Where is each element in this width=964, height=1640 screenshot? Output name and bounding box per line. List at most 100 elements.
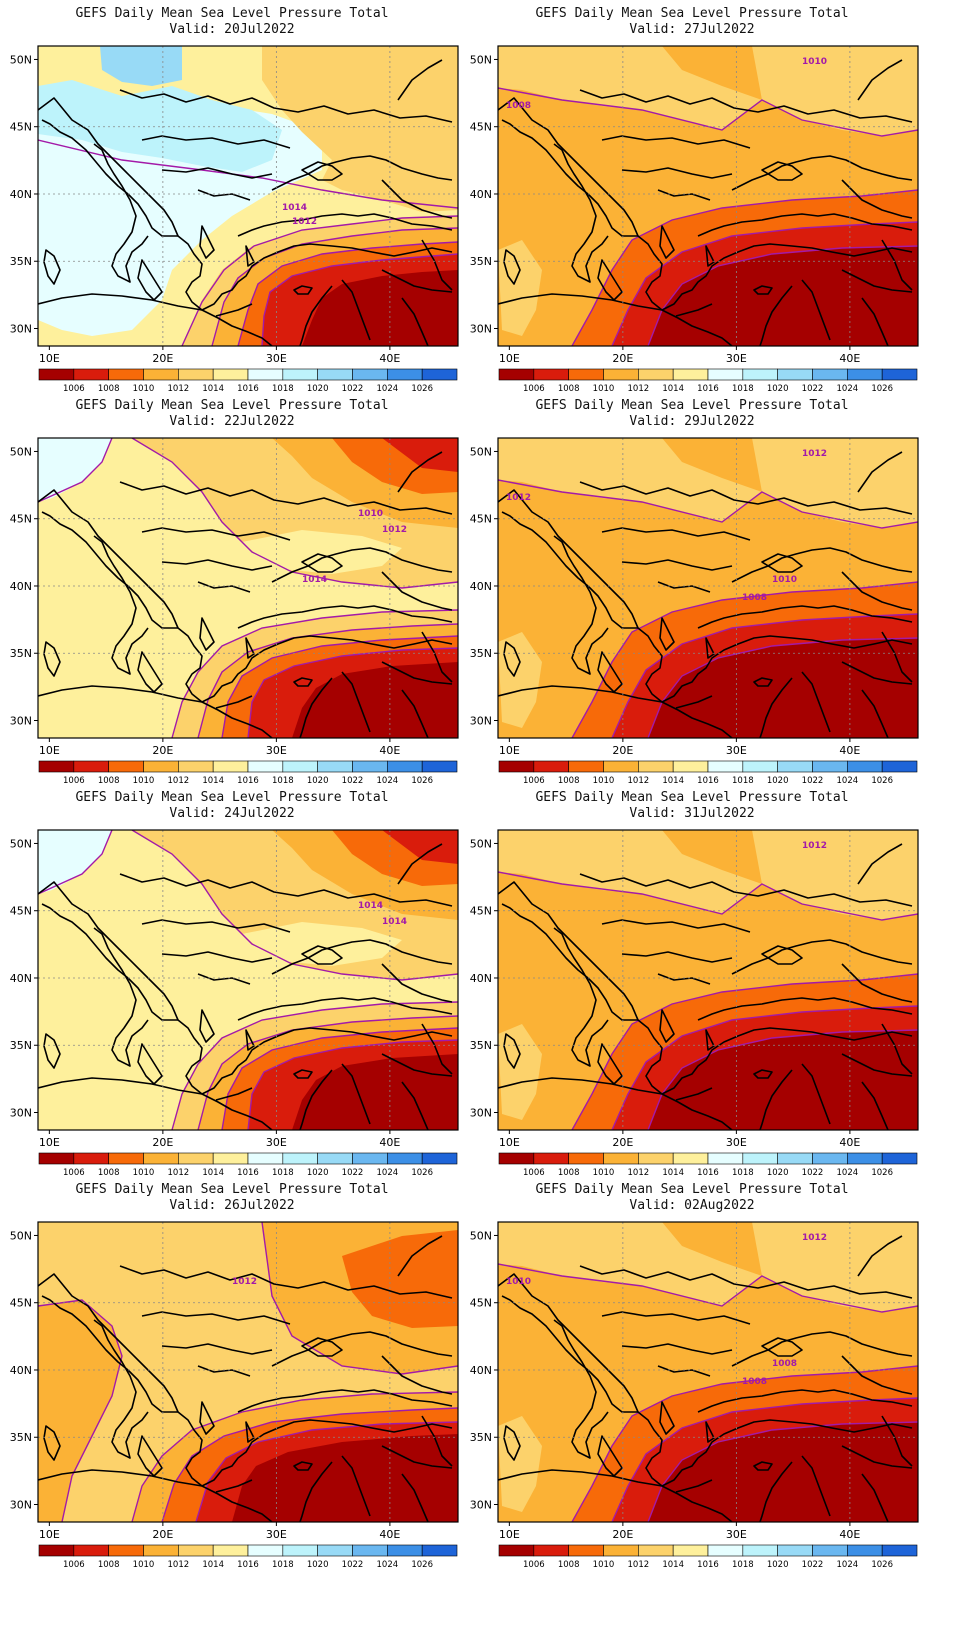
coastline: [731, 547, 913, 583]
panel-title: GEFS Daily Mean Sea Level Pressure Total: [75, 398, 389, 413]
coastline: [801, 671, 831, 733]
map-panel: GEFS Daily Mean Sea Level Pressure Total…: [462, 1176, 922, 1571]
colorbar-swatch: [672, 760, 709, 773]
colorbar-swatch: [847, 1152, 883, 1165]
isobar-line: [131, 830, 458, 981]
lat-label: 30N: [470, 1107, 492, 1120]
colorbar-swatch: [812, 1544, 848, 1557]
coastline: [271, 1331, 453, 1367]
isobar-line: [498, 479, 918, 529]
colorbar-label: 1026: [411, 384, 433, 394]
colorbar-label: 1020: [307, 384, 329, 394]
colorbar-label: 1024: [377, 384, 399, 394]
plot-frame: [497, 45, 919, 347]
coastline: [621, 559, 733, 571]
coastline: [637, 235, 913, 311]
lat-label: 45N: [470, 121, 492, 134]
colorbar-swatch: [108, 760, 144, 773]
coastline: [43, 641, 61, 677]
lat-label: 30N: [10, 323, 32, 336]
coastline: [761, 1337, 803, 1357]
coastline: [759, 285, 793, 346]
map-panel: GEFS Daily Mean Sea Level Pressure Total…: [2, 1176, 462, 1571]
isobar-line: [571, 189, 918, 346]
coastline: [753, 1461, 773, 1471]
colorbar-swatch: [178, 760, 214, 773]
colorbar-swatch: [387, 760, 423, 773]
colorbar-swatch: [282, 1152, 318, 1165]
coastline: [301, 1337, 343, 1357]
colorbar-swatch: [533, 760, 569, 773]
map-panel: GEFS Daily Mean Sea Level Pressure Total…: [462, 784, 922, 1179]
colorbar-swatch: [143, 368, 179, 381]
colorbar-swatch: [742, 368, 778, 381]
contour-label: 1008: [772, 1359, 797, 1369]
colorbar-label: 1018: [272, 1168, 294, 1178]
isobar-line: [247, 1039, 458, 1130]
lat-label: 45N: [470, 1297, 492, 1310]
coastline: [705, 245, 715, 267]
colorbar-swatch: [317, 368, 353, 381]
map-canvas: 1012 50N 45N 40N 35N 30N 10E 20E 30E 40E: [470, 829, 919, 1149]
colorbar-swatch: [672, 1152, 709, 1165]
coastline: [753, 677, 773, 687]
coastline: [705, 637, 715, 659]
colorbar-swatch: [282, 760, 318, 773]
colorbar-label: 1022: [342, 1560, 364, 1570]
colorbar-label: 1014: [662, 384, 684, 394]
colorbar-swatch: [38, 1152, 75, 1165]
colorbar-label: 1026: [871, 1560, 893, 1570]
colorbar-swatch: [212, 368, 249, 381]
coastline: [761, 161, 803, 181]
coastline: [299, 1461, 333, 1522]
coastline: [119, 89, 453, 123]
lon-label: 20E: [612, 1528, 633, 1541]
colorbar-swatch: [387, 368, 423, 381]
lat-label: 35N: [10, 647, 32, 660]
colorbar-swatch: [247, 368, 284, 381]
colorbar-swatch: [317, 1152, 353, 1165]
colorbar-label: 1026: [411, 1168, 433, 1178]
lat-label: 50N: [470, 1229, 492, 1242]
coastline: [503, 1033, 521, 1069]
lat-label: 40N: [10, 188, 32, 201]
coastline: [621, 167, 733, 179]
lon-label: 30E: [726, 1136, 747, 1149]
colorbar-label: 1006: [523, 384, 545, 394]
coastline: [38, 881, 179, 1021]
colorbar-label: 1010: [133, 1168, 155, 1178]
coastline: [881, 1023, 913, 1075]
colorbar-label: 1014: [662, 1168, 684, 1178]
colorbar-label: 1014: [202, 384, 224, 394]
colorbar-label: 1016: [697, 776, 719, 786]
coastline: [215, 303, 253, 317]
colorbar-swatch: [421, 1544, 458, 1557]
lat-label: 45N: [470, 905, 492, 918]
coastline: [659, 225, 675, 259]
colorbar-label: 1018: [732, 1560, 754, 1570]
colorbar-swatch: [672, 1544, 709, 1557]
colorbar-label: 1024: [837, 1560, 859, 1570]
colorbar-label: 1014: [202, 1560, 224, 1570]
pressure-fill-region: [242, 922, 402, 966]
colorbar-label: 1014: [202, 1168, 224, 1178]
coastline: [237, 213, 453, 237]
lat-label: 45N: [10, 1297, 32, 1310]
isobar-line: [221, 635, 458, 738]
colorbar-label: 1014: [662, 776, 684, 786]
coastline: [657, 581, 711, 593]
coastline: [38, 1077, 273, 1130]
panel-valid-date: Valid: 27Jul2022: [629, 22, 755, 37]
lat-label: 40N: [470, 580, 492, 593]
plot-frame: [497, 1221, 919, 1523]
colorbar-label: 1024: [377, 776, 399, 786]
map-panel: GEFS Daily Mean Sea Level Pressure Total…: [2, 0, 462, 395]
colorbar-label: 1022: [342, 1168, 364, 1178]
coastline: [579, 481, 913, 515]
coastline: [498, 685, 733, 738]
coastline: [861, 689, 889, 738]
colorbar-label: 1020: [307, 1560, 329, 1570]
coastline: [801, 279, 831, 341]
pressure-fill-region: [382, 438, 458, 472]
coastline: [601, 919, 751, 933]
